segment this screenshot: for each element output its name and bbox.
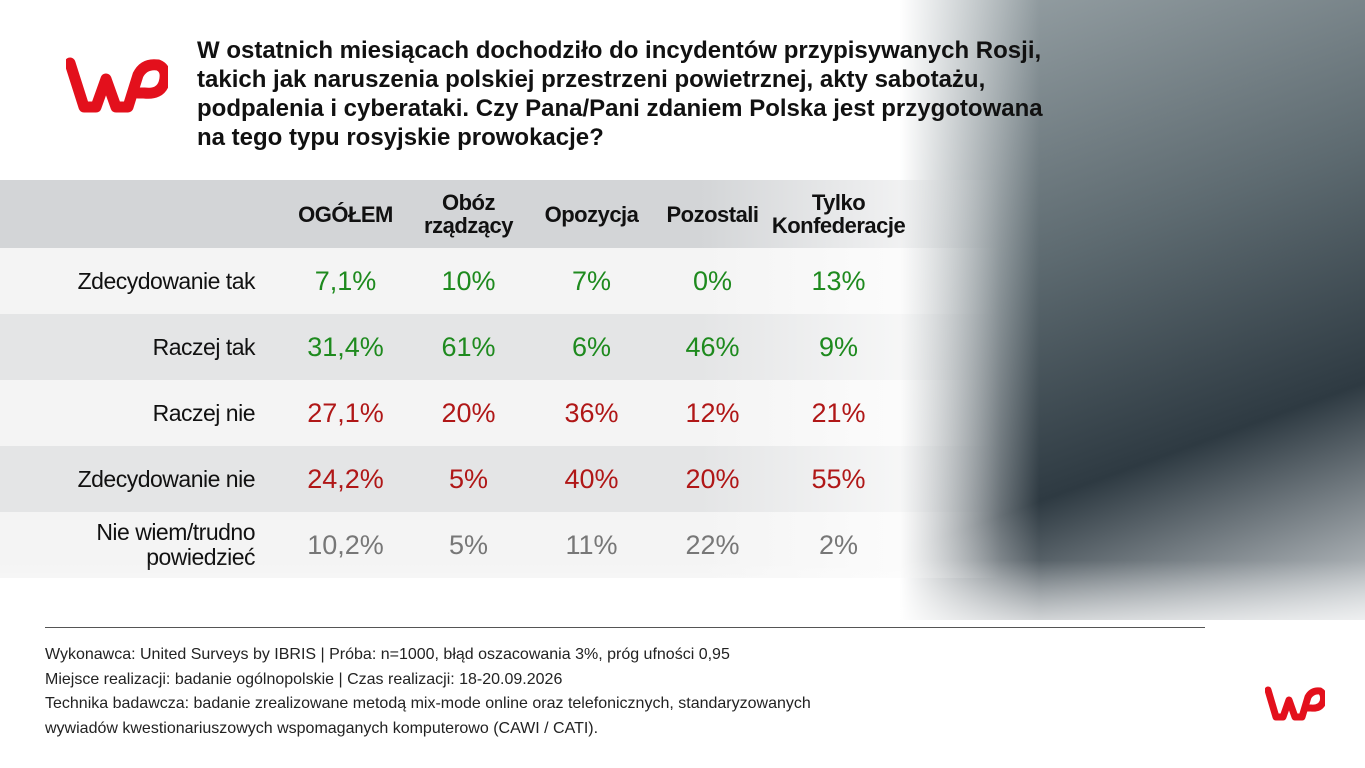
cell-value: 10% bbox=[441, 265, 496, 296]
cell-value: 55% bbox=[811, 463, 866, 494]
cell-value: 21% bbox=[811, 397, 866, 428]
cell-value: 46% bbox=[685, 331, 740, 362]
footer-line: wywiadów kwestionariuszowych wspomaganyc… bbox=[45, 719, 599, 737]
divider bbox=[45, 627, 1205, 628]
cell-value: 5% bbox=[448, 529, 489, 560]
cell-value: 20% bbox=[685, 463, 740, 494]
cell-value: 20% bbox=[441, 397, 496, 428]
row-band bbox=[0, 380, 1000, 446]
cell-value: 6% bbox=[571, 331, 612, 362]
column-header: Opozycja bbox=[544, 201, 639, 227]
logo-small bbox=[1265, 686, 1325, 721]
cell-value: 7,1% bbox=[314, 265, 377, 296]
cell-value: 11% bbox=[565, 529, 618, 560]
cell-value: 2% bbox=[818, 529, 859, 560]
footer-line: Wykonawca: United Surveys by IBRIS | Pró… bbox=[45, 646, 730, 663]
cell-value: 9% bbox=[818, 331, 859, 362]
row-label: Raczej nie bbox=[152, 399, 256, 426]
column-header: Pozostali bbox=[666, 201, 759, 227]
row-label: Raczej tak bbox=[152, 333, 256, 360]
row-band bbox=[0, 446, 1000, 512]
cell-value: 36% bbox=[564, 397, 619, 428]
cell-value: 5% bbox=[448, 463, 489, 494]
cell-value: 7% bbox=[571, 265, 612, 296]
footer-line: Miejsce realizacji: badanie ogólnopolski… bbox=[45, 670, 563, 688]
cell-value: 61% bbox=[441, 331, 496, 362]
column-header: OGÓŁEM bbox=[298, 201, 393, 227]
logo bbox=[66, 57, 168, 113]
cell-value: 40% bbox=[564, 463, 619, 494]
header-band bbox=[0, 180, 1000, 248]
title: W ostatnich miesiącach dochodziło do inc… bbox=[197, 37, 1043, 151]
fade bbox=[0, 560, 1365, 768]
cell-value: 10,2% bbox=[307, 529, 384, 560]
row-label: Zdecydowanie tak bbox=[77, 267, 256, 294]
column-header: Tylko Konfederacje bbox=[771, 190, 906, 238]
cell-value: 13% bbox=[811, 265, 866, 296]
cell-value: 22% bbox=[685, 529, 740, 560]
cell-value: 27,1% bbox=[307, 397, 384, 428]
cell-value: 24,2% bbox=[307, 463, 384, 494]
column-header: Obóz rządzący bbox=[424, 190, 513, 238]
cell-value: 12% bbox=[685, 397, 740, 428]
row-band bbox=[0, 248, 1000, 314]
cell-value: 0% bbox=[692, 265, 733, 296]
row-band bbox=[0, 314, 1000, 380]
cell-value: 31,4% bbox=[307, 331, 384, 362]
footer-line: Technika badawcza: badanie zrealizowane … bbox=[45, 695, 811, 712]
row-label: Zdecydowanie nie bbox=[77, 465, 256, 492]
